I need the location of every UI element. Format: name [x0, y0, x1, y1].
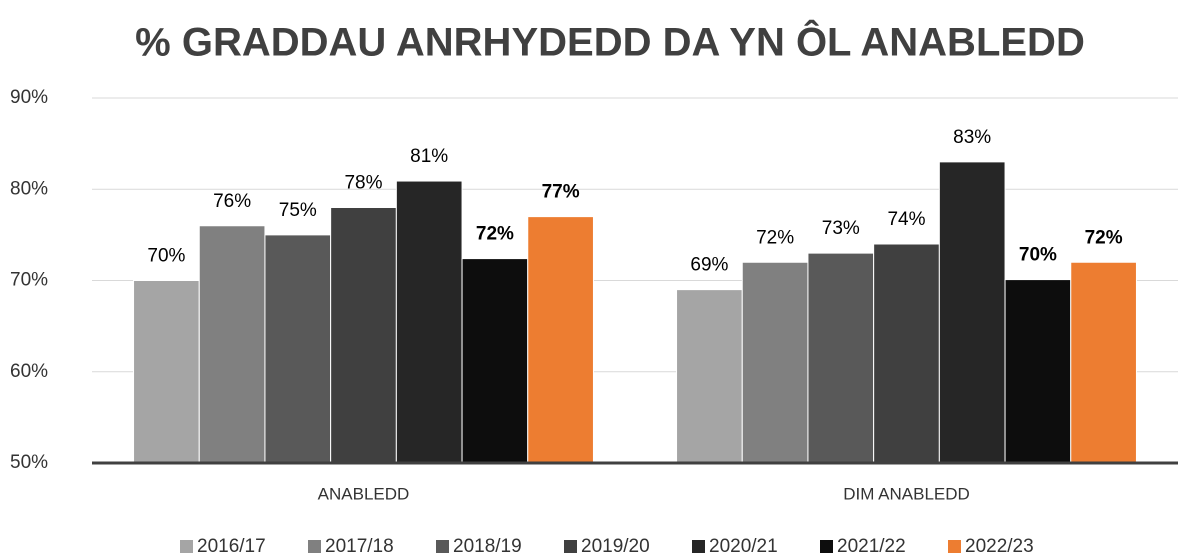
legend-swatch: [820, 540, 833, 553]
bar: [1070, 261, 1137, 464]
bar: [264, 234, 332, 464]
legend-label: 2016/17: [197, 536, 266, 555]
legend-label: 2017/18: [325, 536, 394, 555]
y-tick-label: 50%: [10, 452, 48, 473]
legend-label: 2021/22: [837, 536, 906, 555]
bar: [938, 161, 1006, 464]
value-label: 70%: [147, 246, 185, 267]
y-tick-label: 70%: [10, 270, 48, 291]
legend-label: 2019/20: [581, 536, 650, 555]
value-label: 75%: [279, 200, 317, 221]
bar: [461, 258, 529, 464]
bar: [873, 243, 940, 464]
legend-swatch: [692, 540, 705, 553]
value-label: 73%: [822, 218, 860, 239]
legend-label: 2020/21: [709, 536, 778, 555]
bar: [807, 252, 875, 464]
value-label: 72%: [756, 227, 794, 248]
chart-title: % GRADDAU ANRHYDEDD DA YN ÔL ANABLEDD: [135, 19, 1085, 65]
bar: [133, 280, 200, 464]
value-label: 78%: [344, 173, 382, 194]
bar: [741, 261, 809, 464]
bar: [395, 180, 463, 464]
bar: [676, 289, 743, 464]
bar: [330, 207, 397, 464]
legend-swatch: [180, 540, 193, 553]
value-label: 81%: [410, 146, 448, 167]
legend-label: 2018/19: [453, 536, 522, 555]
x-tick-label: DIM ANABLEDD: [843, 484, 970, 503]
x-tick-label: ANABLEDD: [318, 484, 410, 503]
y-tick-label: 80%: [10, 178, 48, 199]
legend-label: 2022/23: [965, 536, 1034, 555]
bar: [1004, 279, 1072, 464]
value-label: 77%: [542, 182, 580, 203]
legend-swatch: [564, 540, 577, 553]
bar: [527, 216, 594, 464]
value-label: 69%: [690, 255, 728, 276]
value-label: 70%: [1019, 245, 1057, 266]
y-tick-label: 60%: [10, 361, 48, 382]
bar: [198, 225, 266, 464]
value-label: 76%: [213, 191, 251, 212]
value-label: 72%: [476, 224, 514, 245]
legend-swatch: [948, 540, 961, 553]
legend-swatch: [436, 540, 449, 553]
value-label: 72%: [1085, 227, 1123, 248]
legend-swatch: [308, 540, 321, 553]
value-label: 83%: [953, 127, 991, 148]
value-label: 74%: [887, 209, 925, 230]
y-tick-label: 90%: [10, 87, 48, 108]
